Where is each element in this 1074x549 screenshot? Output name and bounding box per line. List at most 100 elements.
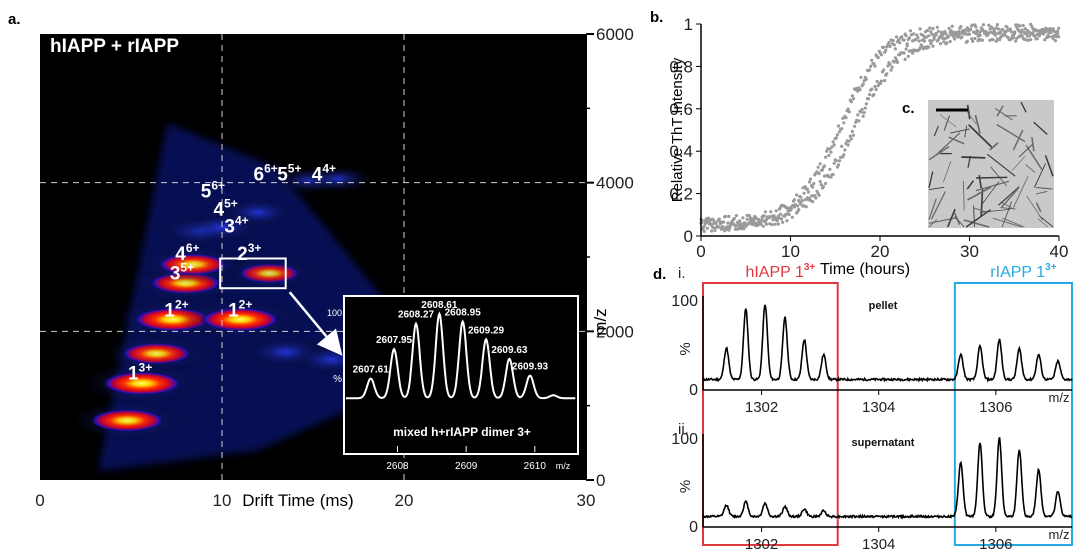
tem-fibril: [1012, 176, 1029, 208]
tht-point: [879, 53, 884, 57]
tht-point: [831, 172, 835, 177]
tht-point: [1023, 27, 1027, 31]
tem-fibril: [946, 208, 956, 228]
tht-point: [894, 58, 899, 62]
tht-point: [859, 110, 863, 114]
tht-point: [936, 29, 941, 33]
ms-ylabel: %: [677, 342, 694, 355]
tem-fibril: [996, 123, 1026, 143]
heatmap-ytick-label: 2000: [596, 322, 634, 341]
charge-label: 56+: [201, 179, 225, 203]
tht-point: [834, 136, 838, 140]
tht-point: [709, 218, 713, 222]
tht-point: [914, 37, 918, 42]
ms-ytick-0: 0: [689, 519, 698, 536]
ms-roman: i.: [678, 265, 686, 282]
heatmap-blob-core: [157, 253, 229, 276]
tem-fibril: [996, 105, 1004, 117]
heatmap-blob: [176, 297, 305, 342]
tht-point: [840, 127, 844, 131]
tht-point: [829, 150, 833, 154]
tht-point: [813, 194, 817, 198]
tht-point: [806, 190, 811, 194]
tht-point: [824, 181, 828, 186]
tht-point: [744, 224, 748, 228]
tem-fibril: [954, 216, 965, 228]
tht-point: [713, 228, 717, 232]
tht-point: [840, 144, 844, 148]
ms-xlabel: m/z: [1049, 527, 1070, 542]
charge-label: 34+: [224, 213, 248, 237]
tht-point: [772, 214, 776, 218]
tht-point: [1050, 27, 1054, 31]
tht-ytick-label: 0.4: [669, 142, 693, 161]
tht-point: [860, 107, 864, 112]
tht-point: [1016, 27, 1020, 31]
tem-fibril: [934, 132, 961, 157]
tht-point: [932, 37, 936, 41]
tht-point: [818, 179, 822, 184]
tht-point: [1009, 30, 1014, 34]
tht-point: [974, 31, 978, 36]
tht-point: [864, 77, 869, 81]
tht-point: [775, 219, 779, 223]
tht-point: [971, 23, 975, 27]
tht-point: [948, 39, 952, 44]
tht-point: [792, 198, 797, 202]
tht-point: [1033, 27, 1037, 31]
tht-point: [708, 222, 712, 226]
tht-point: [830, 145, 834, 149]
tht-point: [950, 24, 954, 28]
tem-fibril: [928, 219, 938, 228]
tht-point: [963, 28, 967, 32]
ms-spectrum-1: 100 0% i. pellet 1302 1304 1306 m/z: [671, 265, 1073, 416]
tht-point: [894, 35, 899, 39]
tht-point: [814, 196, 818, 200]
ms-trace: [702, 304, 1073, 383]
tht-point: [898, 41, 902, 45]
tht-point: [714, 221, 718, 225]
tht-xlabel: Time (hours): [820, 261, 910, 278]
tht-point: [774, 209, 778, 213]
tem-fibril: [1011, 156, 1026, 171]
heatmap-blob-core: [101, 371, 182, 396]
tht-point: [908, 29, 913, 33]
ms-roman: ii.: [678, 421, 689, 438]
heatmap-xtick-label: 10: [213, 491, 232, 510]
tem-fibril: [1033, 163, 1046, 188]
heatmap-xlabel: Drift Time (ms): [242, 491, 353, 510]
tht-point: [817, 171, 821, 176]
tht-point: [998, 38, 1002, 42]
tht-point: [756, 223, 760, 227]
tht-point: [943, 37, 947, 41]
tht-point: [1043, 38, 1047, 42]
panel-a: a. hIAPP + rIAPP 13+ 12+ 12+ 35+46+ 23+ 34+45…: [8, 11, 634, 510]
tem-fibril: [989, 142, 999, 151]
tht-point: [993, 31, 997, 35]
tem-fibril: [992, 217, 1022, 228]
tht-point: [851, 133, 856, 137]
tem-fibril: [961, 156, 986, 159]
tht-point: [850, 94, 855, 98]
tht-point: [760, 217, 764, 221]
highlight-box: [219, 257, 343, 356]
tht-point: [835, 133, 840, 137]
tht-point: [734, 224, 739, 228]
tht-point: [883, 79, 887, 83]
tht-point: [921, 47, 925, 51]
tht-point: [818, 162, 822, 166]
charge-label: 55+: [277, 161, 301, 185]
heatmap-blob-halo: [300, 164, 377, 194]
tht-point: [878, 81, 883, 86]
tht-point: [828, 167, 832, 171]
tht-point: [918, 27, 922, 31]
tht-point: [800, 199, 804, 203]
panel-letter-b: b.: [650, 9, 663, 26]
heatmap-blob-core: [120, 342, 193, 365]
tht-point: [825, 149, 829, 153]
tem-fibril: [975, 180, 1010, 192]
tht-point: [882, 45, 886, 49]
tht-point: [869, 64, 873, 68]
tht-point: [1013, 31, 1017, 36]
